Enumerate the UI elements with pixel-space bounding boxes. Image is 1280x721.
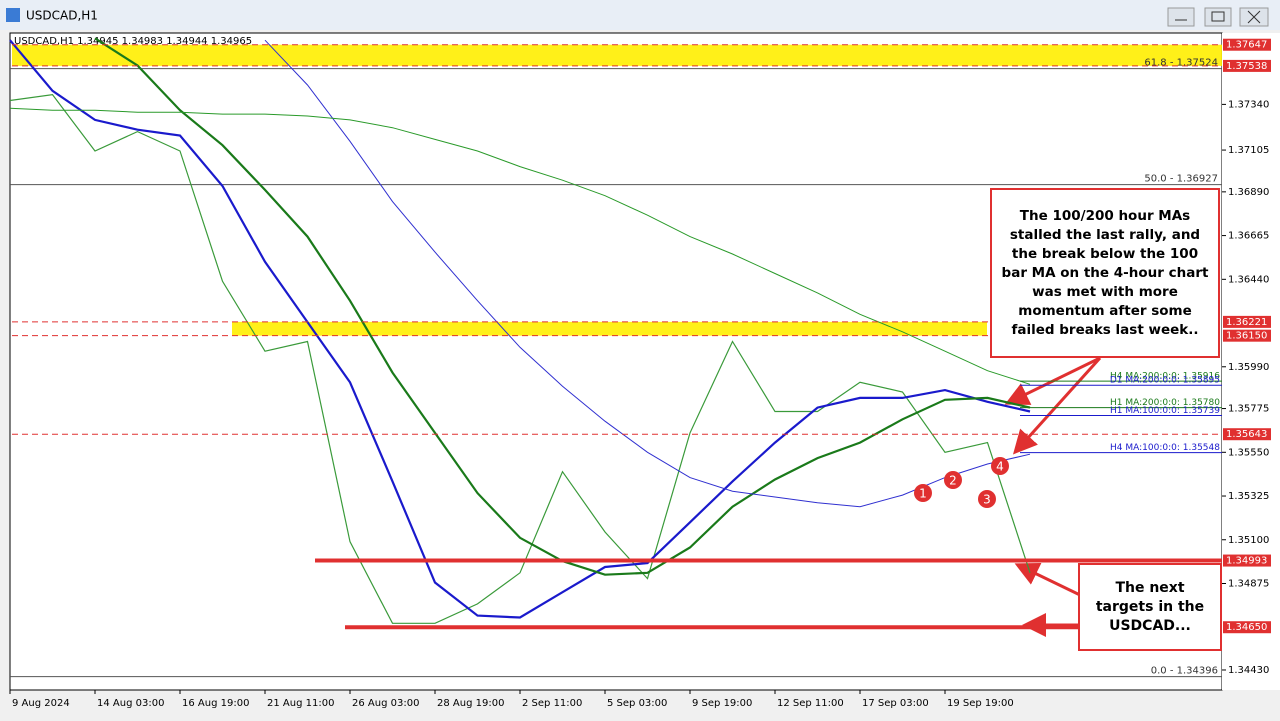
level-tag [1223, 59, 1271, 72]
marker [914, 484, 932, 502]
y-tick-label: 1.34430 [1228, 665, 1269, 676]
y-tick-label: 1.35775 [1228, 404, 1269, 415]
arrow [1004, 356, 1101, 405]
fib-label: 61.8 - 1.37524 [1144, 58, 1218, 69]
level-label: 1.36221 [1226, 317, 1267, 328]
zone [12, 44, 1222, 66]
marker [991, 457, 1009, 475]
moving-average [264, 39, 1031, 508]
chart-info: USDCAD,H1 1.34945 1.34983 1.34944 1.3496… [14, 36, 252, 47]
level-tag [1223, 38, 1271, 51]
x-tick-label: 2 Sep 11:00 [522, 698, 582, 709]
window-button-icons [1175, 10, 1261, 24]
app-icon [6, 8, 20, 22]
y-tick-label: 1.36665 [1228, 231, 1269, 242]
ma-label: H4 MA:100:0:0: 1.35548 [1110, 443, 1220, 453]
level-label: 1.37647 [1226, 40, 1267, 51]
ma-label: D1 MA:200:0:0: 1.35895 [1110, 376, 1220, 386]
annotation-box: The next targets in the USDCAD... [1078, 563, 1222, 651]
title-bar [0, 0, 1280, 30]
marker-label: 4 [996, 460, 1004, 474]
y-tick-label: 1.36440 [1228, 274, 1269, 285]
x-tick-label: 28 Aug 19:00 [437, 698, 504, 709]
level-label: 1.35643 [1226, 429, 1267, 440]
moving-average [9, 39, 1031, 619]
level-tag [1223, 315, 1271, 328]
level-tag [1223, 621, 1271, 634]
level-label: 1.36150 [1226, 331, 1267, 342]
x-tick-label: 26 Aug 03:00 [352, 698, 419, 709]
fib-label: 50.0 - 1.36927 [1144, 174, 1218, 185]
price-axis [1222, 33, 1280, 690]
arrow [1012, 356, 1102, 455]
y-tick-label: 1.37105 [1228, 145, 1269, 156]
x-tick-label: 9 Sep 19:00 [692, 698, 752, 709]
fib-label: 0.0 - 1.34396 [1151, 666, 1218, 677]
price-line [9, 94, 1031, 624]
arrow [1014, 563, 1081, 597]
x-tick-label: 5 Sep 03:00 [607, 698, 667, 709]
ma-label: H1 MA:200:0:0: 1.35780 [1110, 398, 1220, 408]
y-tick-label: 1.35100 [1228, 535, 1269, 546]
minimize-button[interactable] [1167, 7, 1195, 27]
ma-label: H1 MA:100:0:0: 1.35739 [1110, 406, 1220, 416]
y-tick-label: 1.34875 [1228, 578, 1269, 589]
x-tick-label: 12 Sep 11:00 [777, 698, 844, 709]
marker-label: 3 [983, 493, 991, 507]
moving-average [9, 107, 1031, 385]
x-tick-label: 9 Aug 2024 [12, 698, 70, 709]
plot-area [9, 32, 1223, 691]
level-label: 1.34650 [1226, 622, 1267, 633]
ma-label: H4 MA:200:0:0: 1.35916 [1110, 372, 1220, 382]
marker [944, 471, 962, 489]
x-tick-label: 14 Aug 03:00 [97, 698, 164, 709]
y-tick-label: 1.35550 [1228, 447, 1269, 458]
level-label: 1.37538 [1226, 61, 1267, 72]
window-title: USDCAD,H1 [26, 9, 98, 23]
marker [978, 490, 996, 508]
level-tag [1223, 329, 1271, 342]
x-tick-label: 16 Aug 19:00 [182, 698, 249, 709]
maximize-button[interactable] [1204, 7, 1232, 27]
level-tag [1223, 554, 1271, 567]
level-label: 1.34993 [1226, 556, 1267, 567]
marker-label: 2 [949, 474, 957, 488]
y-tick-label: 1.35325 [1228, 491, 1269, 502]
zone [232, 321, 987, 336]
marker-label: 1 [919, 487, 927, 501]
y-tick-label: 1.35990 [1228, 362, 1269, 373]
y-tick-label: 1.37340 [1228, 99, 1269, 110]
annotation-box: The 100/200 hour MAs stalled the last ra… [990, 188, 1220, 358]
x-tick-label: 19 Sep 19:00 [947, 698, 1014, 709]
x-tick-label: 17 Sep 03:00 [862, 698, 929, 709]
y-tick-label: 1.36890 [1228, 187, 1269, 198]
level-tag [1223, 428, 1271, 441]
x-tick-label: 21 Aug 11:00 [267, 698, 334, 709]
